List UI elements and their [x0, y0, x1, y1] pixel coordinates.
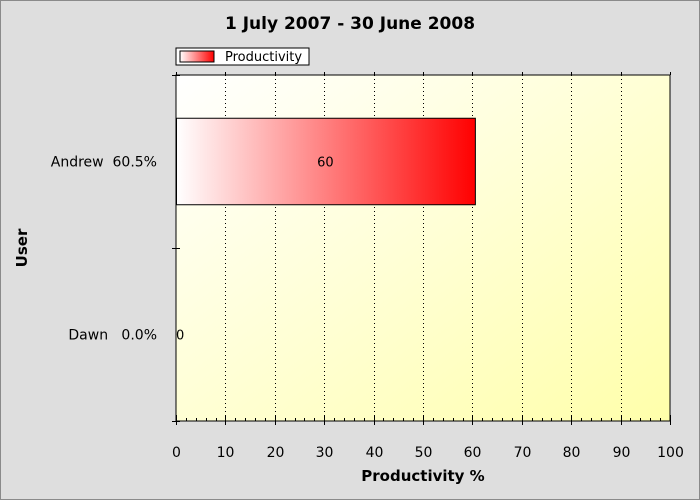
- x-tick-label: 10: [217, 445, 235, 461]
- x-tick-label: 70: [514, 445, 532, 461]
- x-tick-label: 50: [415, 445, 433, 461]
- x-tick-label: 100: [657, 445, 684, 461]
- grid-lines: [225, 75, 622, 421]
- legend-label: Productivity: [225, 50, 302, 65]
- bar-data-label: 60: [317, 156, 334, 171]
- x-tick-label: 0: [172, 445, 181, 461]
- x-tick-label: 40: [366, 445, 384, 461]
- legend: Productivity: [175, 47, 310, 66]
- labels: 60 Andrew 60.5% 0 Dawn 0.0% 0 10 20 30 40 50 60 70 8…: [51, 155, 684, 462]
- y-tick-label: Dawn 0.0%: [68, 328, 157, 344]
- bar: [176, 117, 476, 206]
- chart-title: 1 July 2007 - 30 June 2008: [225, 14, 475, 34]
- axes: [172, 72, 671, 425]
- x-axis-title: Productivity %: [361, 467, 484, 485]
- bar-data-label: 0: [176, 329, 184, 344]
- x-tick-label: 60: [464, 445, 482, 461]
- y-axis-title: User: [13, 228, 31, 267]
- x-tick-label: 80: [563, 445, 581, 461]
- bars: [176, 117, 476, 206]
- x-tick-label: 30: [316, 445, 334, 461]
- x-tick-label: 90: [613, 445, 631, 461]
- y-tick-label: Andrew 60.5%: [51, 155, 157, 171]
- x-tick-label: 20: [267, 445, 285, 461]
- legend-swatch: [179, 50, 215, 63]
